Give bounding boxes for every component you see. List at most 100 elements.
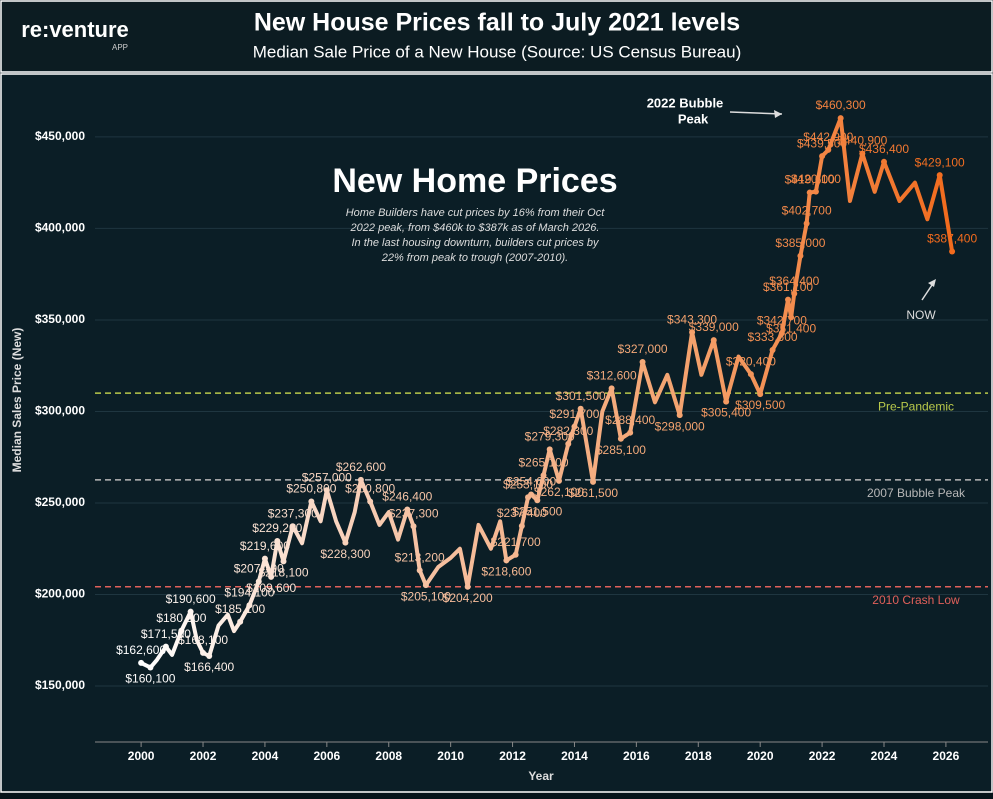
data-label: $385,000 [775, 236, 825, 250]
point [274, 538, 281, 545]
data-label: $213,200 [395, 550, 445, 564]
x-tick-label: 2012 [499, 749, 526, 763]
header [0, 0, 993, 73]
data-label: $351,400 [766, 322, 816, 336]
data-label: $221,700 [491, 535, 541, 549]
data-label: $309,500 [735, 398, 785, 412]
data-label: $237,300 [268, 506, 318, 520]
annotation-text: 22% from peak to trough (2007-2010). [381, 252, 569, 264]
x-tick-label: 2016 [623, 749, 650, 763]
point [518, 523, 525, 530]
x-tick-label: 2020 [747, 749, 774, 763]
point [206, 652, 213, 659]
x-tick-label: 2026 [933, 749, 960, 763]
reference-label: 2010 Crash Low [872, 593, 960, 607]
point [200, 649, 207, 656]
chart-subtitle: Median Sale Price of a New House (Source… [253, 42, 742, 61]
data-label: $209,600 [246, 581, 296, 595]
data-label: $207,100 [234, 562, 284, 576]
data-label: $250,800 [286, 482, 336, 496]
point [803, 220, 810, 227]
data-label: $162,600 [116, 643, 166, 657]
point [534, 497, 541, 504]
point [797, 252, 804, 259]
data-label: $402,700 [782, 204, 832, 218]
y-tick-label: $150,000 [35, 678, 85, 692]
peak-note: 2022 Bubble [647, 95, 724, 110]
data-label: $205,100 [401, 589, 451, 603]
x-tick-label: 2002 [190, 749, 217, 763]
annotation-text: 2022 peak, from $460k to $387k as of Mar… [350, 222, 600, 234]
point [819, 153, 826, 160]
peak-note: Peak [678, 111, 709, 126]
data-label: $342,700 [757, 313, 807, 327]
data-label: $253,100 [503, 477, 553, 491]
x-tick-label: 2022 [809, 749, 836, 763]
data-label: $429,100 [915, 155, 965, 169]
point [757, 391, 764, 398]
data-label: $327,000 [618, 342, 668, 356]
data-label: $250,800 [345, 482, 395, 496]
y-tick-label: $350,000 [35, 312, 85, 326]
point [289, 523, 296, 530]
point [237, 618, 244, 625]
x-tick-label: 2000 [128, 749, 155, 763]
y-axis-label: Median Sales Price (New) [10, 328, 24, 473]
point [503, 557, 510, 564]
data-label: $333,600 [748, 330, 798, 344]
point [178, 627, 185, 634]
point [791, 290, 798, 297]
point [357, 476, 364, 483]
point [778, 330, 785, 337]
data-label: $228,300 [320, 547, 370, 561]
data-label: $298,000 [655, 419, 705, 433]
point [949, 248, 956, 255]
data-label: $301,500 [556, 389, 606, 403]
point [512, 551, 519, 558]
x-tick-label: 2006 [313, 749, 340, 763]
point [788, 314, 795, 321]
point [280, 558, 287, 565]
y-tick-label: $450,000 [35, 129, 85, 143]
point [769, 346, 776, 353]
x-tick-label: 2008 [375, 749, 402, 763]
point [627, 429, 634, 436]
data-label: $343,300 [667, 312, 717, 326]
point [555, 477, 562, 484]
point [676, 412, 683, 419]
data-label: $218,600 [481, 565, 531, 579]
y-tick-label: $300,000 [35, 404, 85, 418]
point [590, 478, 597, 485]
point [859, 150, 866, 157]
data-label: $460,300 [816, 98, 866, 112]
data-label: $262,600 [336, 460, 386, 474]
point [785, 296, 792, 303]
x-tick-label: 2014 [561, 749, 588, 763]
reference-label: Pre-Pandemic [878, 399, 954, 413]
point [837, 115, 844, 122]
annotation-text: In the last housing downturn, builders c… [351, 237, 600, 249]
plot: $150,000 $200,000 $250,000 $300,000 $350,000… [35, 98, 988, 763]
x-tick-label: 2010 [437, 749, 464, 763]
point [528, 491, 535, 498]
point [689, 329, 696, 336]
annotation-title: New Home Prices [332, 162, 617, 200]
arrowhead [774, 110, 782, 118]
plot-frame [0, 73, 993, 793]
point [880, 158, 887, 165]
point [608, 385, 615, 392]
data-label: $279,300 [525, 430, 575, 444]
point [422, 582, 429, 589]
point [246, 602, 253, 609]
point [308, 498, 315, 505]
point [147, 664, 154, 671]
point [255, 578, 262, 585]
data-label: $339,000 [689, 320, 739, 334]
data-label: $291,700 [549, 407, 599, 421]
data-label: $419,600 [785, 173, 835, 187]
data-label: $288,400 [605, 413, 655, 427]
reference-label: 2007 Bubble Peak [867, 486, 966, 500]
data-label: $257,000 [302, 470, 352, 484]
point [464, 583, 471, 590]
